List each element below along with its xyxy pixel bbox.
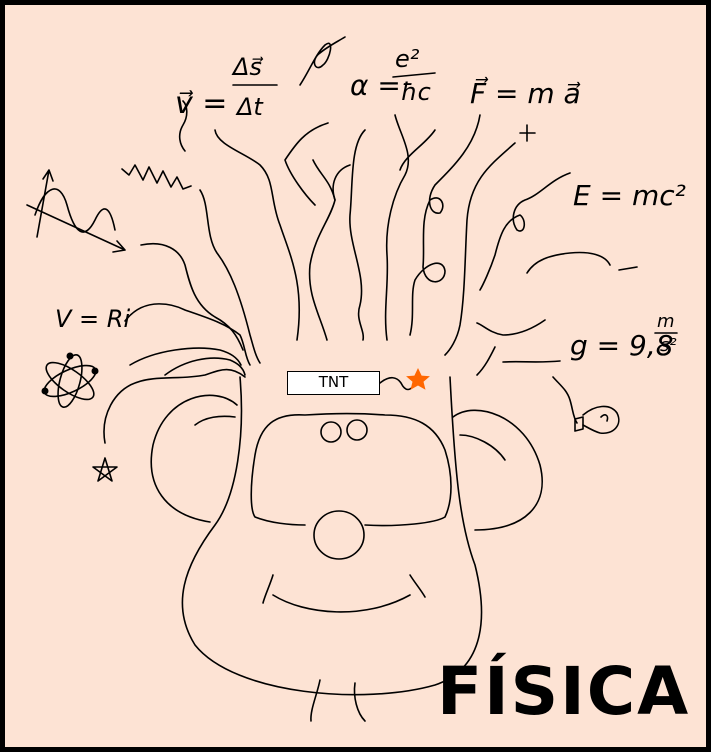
fraction-bar-alpha [392,72,436,78]
hair-strand [618,266,638,271]
left-ear-inner [194,415,236,426]
hair-strand [526,251,611,274]
formula-velocity-num: Δs⃗ [231,53,264,81]
tnt-label: TNT [287,371,380,395]
hair-strand [199,189,261,364]
left-eye [320,421,342,443]
spring-icon [121,164,192,190]
formula-velocity-lhs: v⃗ = [175,86,227,121]
hair-strand [103,368,246,444]
hair-strand [129,347,242,366]
formula-gravity: g = 9,8 [570,329,674,362]
right-cheek [409,574,426,598]
squiggle-icon [178,100,188,152]
formula-ohm: V = Ri [55,305,130,333]
formula-alpha-num: e² [395,45,420,73]
formula-velocity-den: Δt [235,93,264,121]
head-outline [181,376,483,696]
hair-strand [349,129,366,341]
star-icon [406,368,430,390]
light-bulb-icon [574,405,620,435]
formula-alpha-den: ħc [401,78,431,106]
sine-wave-icon [26,169,126,253]
formula-gravity-unit-num: m [657,311,675,332]
formula-energy: E = mc² [573,179,686,212]
left-ear [150,394,238,523]
formula-force: F⃗ = m a⃗ [470,76,581,110]
hair-strand [308,159,336,341]
hair-strand [409,114,481,336]
hair-strand [552,376,578,424]
neck-right [353,682,366,722]
nose [313,510,365,560]
hair-strand [140,243,244,351]
page-title: FÍSICA [437,653,691,730]
right-ear [452,409,543,531]
hair-strand [502,360,561,363]
hair-strand [399,129,436,171]
hair-strand [476,346,496,376]
hair-strand [124,303,251,366]
formula-alpha-lhs: α = [350,69,401,102]
hair-strand [444,142,516,356]
right-eye [346,419,368,441]
formula-gravity-unit-den: s² [660,335,677,356]
smile [272,594,411,613]
hair-strand [332,164,351,201]
pentagram-icon [92,457,118,482]
left-cheek [262,574,274,604]
hair-strand [479,172,571,291]
drawing-canvas: v⃗ = Δs⃗ Δt α = e² ħc F⃗ = m a⃗ E = mc² … [26,36,686,722]
head [150,376,543,722]
right-ear-inner [459,434,506,461]
hair-strand [476,319,546,336]
wave-squiggle-icon [299,36,346,86]
hair-strand [384,114,410,341]
neck-left [310,679,321,722]
hair-strand [164,357,246,376]
face-mask [250,412,452,527]
formulas: v⃗ = Δs⃗ Δt α = e² ħc F⃗ = m a⃗ E = mc² … [55,45,686,362]
hair-strand [284,122,329,206]
hair-strand [214,129,301,341]
plus-sign-icon [519,124,536,142]
atom-icon [41,352,99,409]
